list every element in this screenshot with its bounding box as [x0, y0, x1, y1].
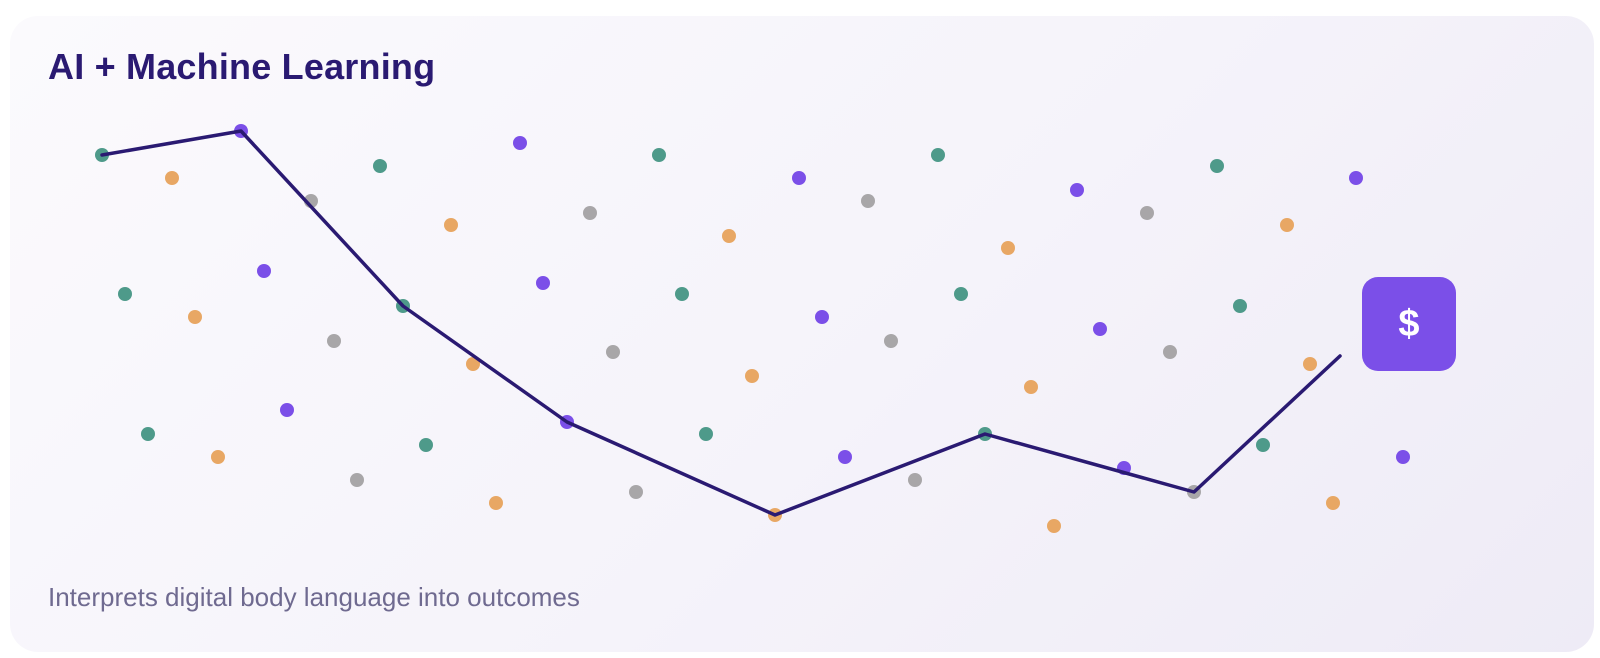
dollar-badge-button[interactable]: $ [1362, 277, 1456, 371]
dot [1070, 183, 1084, 197]
dot [257, 264, 271, 278]
card-title: AI + Machine Learning [48, 46, 436, 87]
dot [861, 194, 875, 208]
dot [884, 334, 898, 348]
trend-line [100, 129, 1342, 517]
card-subtitle: Interprets digital body language into ou… [48, 582, 580, 612]
dot [489, 496, 503, 510]
dot [373, 159, 387, 173]
dot [513, 136, 527, 150]
dot [792, 171, 806, 185]
dot [1303, 357, 1317, 371]
dot [1280, 218, 1294, 232]
dot [675, 287, 689, 301]
dot [1210, 159, 1224, 173]
dot [327, 334, 341, 348]
dot [1001, 241, 1015, 255]
dot [1140, 206, 1154, 220]
dot [745, 369, 759, 383]
dot [280, 403, 294, 417]
dot [629, 485, 643, 499]
dot [1349, 171, 1363, 185]
dot [583, 206, 597, 220]
dot [652, 148, 666, 162]
dot [211, 450, 225, 464]
dot [838, 450, 852, 464]
dot [536, 276, 550, 290]
dot [908, 473, 922, 487]
dot [815, 310, 829, 324]
dot [118, 287, 132, 301]
dot [350, 473, 364, 487]
dot [444, 218, 458, 232]
dot [141, 427, 155, 441]
dot [165, 171, 179, 185]
dot [419, 438, 433, 452]
ai-ml-card: AI + Machine Learning $ Interprets digit… [10, 16, 1594, 652]
dot [1233, 299, 1247, 313]
dot [1256, 438, 1270, 452]
dot [1024, 380, 1038, 394]
dot [466, 357, 480, 371]
dots-line-visual [95, 124, 1410, 533]
dot [1326, 496, 1340, 510]
dollar-icon: $ [1398, 302, 1420, 345]
dot [699, 427, 713, 441]
dot [954, 287, 968, 301]
dot [1163, 345, 1177, 359]
dot [606, 345, 620, 359]
dot [931, 148, 945, 162]
dot [1396, 450, 1410, 464]
dots-layer [95, 124, 1410, 533]
dot [722, 229, 736, 243]
dot [188, 310, 202, 324]
dot [1047, 519, 1061, 533]
dot [1093, 322, 1107, 336]
